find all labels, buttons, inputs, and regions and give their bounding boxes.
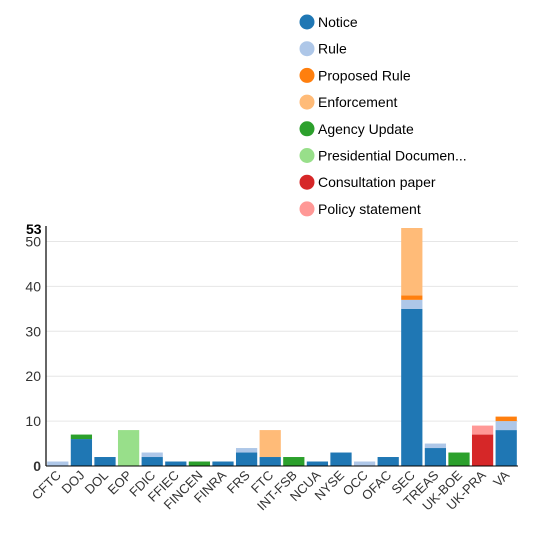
bar-fdic-0[interactable] [141, 457, 163, 466]
legend-label-6[interactable]: Consultation paper [318, 174, 436, 190]
legend-swatch-3[interactable] [299, 94, 315, 110]
legend-label-1[interactable]: Rule [318, 41, 347, 57]
bar-sec-0[interactable] [401, 308, 423, 466]
x-tick-label-va: VA [490, 467, 512, 489]
bars [47, 228, 517, 466]
legend-swatch-2[interactable] [299, 67, 315, 83]
bar-sec-3[interactable] [401, 228, 423, 296]
bar-uk-boe-4[interactable] [448, 452, 470, 466]
bar-int-fsb-4[interactable] [283, 457, 305, 466]
bar-ftc-3[interactable] [259, 430, 281, 458]
legend-label-5[interactable]: Presidential Documen... [318, 148, 467, 164]
bar-va-0[interactable] [495, 430, 517, 466]
bar-finra-0[interactable] [212, 461, 234, 466]
bar-cftc-1[interactable] [47, 461, 69, 466]
bar-eop-5[interactable] [117, 430, 140, 466]
y-tick-label-10: 10 [25, 413, 41, 429]
x-tick-label-doj: DOJ [59, 468, 88, 497]
legend-swatch-0[interactable] [299, 14, 315, 30]
legend-swatch-6[interactable] [299, 174, 315, 190]
y-tick-label-20: 20 [25, 368, 41, 384]
bar-occ-1[interactable] [353, 461, 376, 466]
bar-ncua-0[interactable] [306, 461, 329, 466]
bar-frs-0[interactable] [235, 452, 258, 466]
legend-label-2[interactable]: Proposed Rule [318, 67, 411, 83]
y-tick-label-30: 30 [25, 323, 41, 339]
bar-sec-1[interactable] [401, 299, 423, 309]
x-tick-label-frs: FRS [224, 467, 253, 496]
bar-fdic-1[interactable] [141, 452, 163, 458]
bar-va-1[interactable] [495, 421, 517, 431]
x-tick-label-dol: DOL [82, 468, 112, 498]
legend-swatch-7[interactable] [299, 201, 315, 217]
legend-label-0[interactable]: Notice [318, 14, 358, 30]
legend-label-4[interactable]: Agency Update [318, 121, 414, 137]
legend-label-7[interactable]: Policy statement [318, 201, 421, 217]
bar-frs-1[interactable] [235, 448, 258, 453]
grid-lines [46, 240, 518, 422]
bar-fincen-4[interactable] [188, 461, 211, 466]
bar-ftc-0[interactable] [259, 457, 281, 466]
y-max-label: 53 [26, 221, 42, 237]
legend-swatch-4[interactable] [299, 121, 315, 137]
bar-doj-4[interactable] [70, 434, 93, 440]
bar-dol-0[interactable] [94, 457, 116, 466]
bar-uk-pra-7[interactable] [471, 425, 494, 435]
bar-doj-0[interactable] [70, 439, 93, 466]
y-tick-label-40: 40 [25, 278, 41, 294]
bar-uk-pra-6[interactable] [471, 434, 494, 466]
bar-va-2[interactable] [495, 416, 517, 422]
legend-swatch-1[interactable] [299, 41, 315, 57]
bar-sec-2[interactable] [401, 295, 423, 300]
bar-ffiec-0[interactable] [165, 461, 187, 466]
bar-treas-1[interactable] [424, 443, 447, 449]
legend-swatch-5[interactable] [299, 148, 315, 163]
y-tick-label-0: 0 [33, 458, 41, 474]
bar-nyse-0[interactable] [330, 452, 352, 466]
bar-treas-0[interactable] [424, 448, 447, 466]
chart-legend: Notice Rule Proposed Rule Enforcement Agency… [299, 14, 467, 217]
axes: 01020304050CFTCDOJDOLEOPFDICFFIECFINCENF… [25, 226, 518, 513]
legend-label-3[interactable]: Enforcement [318, 94, 397, 110]
bar-ofac-0[interactable] [377, 457, 399, 466]
y-tick-label-50: 50 [25, 233, 41, 249]
